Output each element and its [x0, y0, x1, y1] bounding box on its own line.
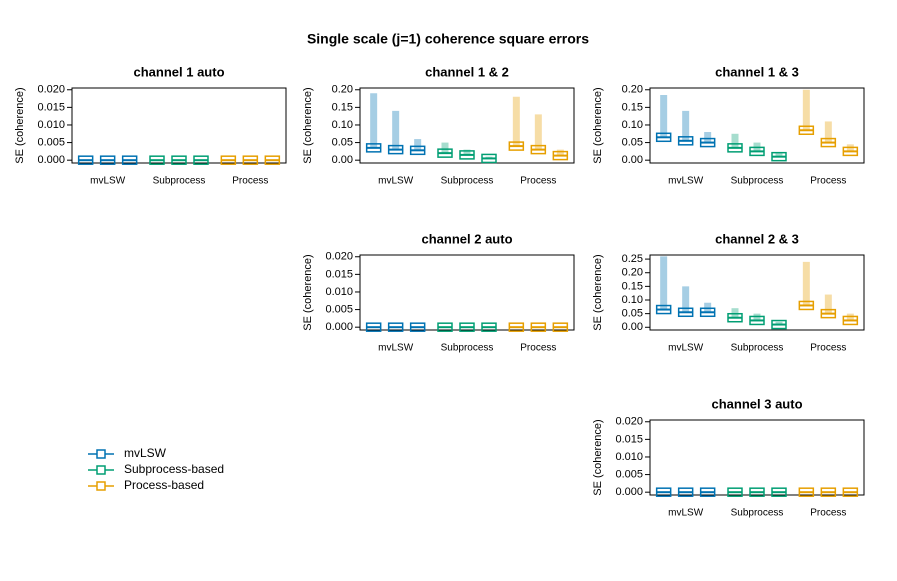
plot-frame	[649, 254, 865, 331]
y-tick-label: 0.00	[622, 154, 643, 166]
y-tick-label: 0.015	[615, 433, 643, 445]
y-tick-label: 0.010	[615, 451, 643, 463]
y-tick-label: 0.005	[37, 136, 65, 148]
y-axis-label: SE (coherence)	[302, 87, 314, 163]
y-tick-label: 0.000	[615, 486, 643, 498]
y-tick-label: 0.000	[37, 154, 65, 166]
x-tick-label: Subprocess	[441, 343, 494, 354]
y-axis-label: SE (coherence)	[592, 87, 604, 163]
plot-frame	[359, 254, 575, 331]
panel-title: channel 2 auto	[421, 231, 512, 246]
plot-frame	[71, 87, 287, 164]
y-tick-label: 0.010	[325, 286, 353, 298]
panel-title: channel 1 auto	[133, 64, 224, 79]
y-tick-label: 0.015	[325, 268, 353, 280]
panel-title: channel 1 & 3	[715, 64, 799, 79]
y-tick-label: 0.15	[622, 280, 643, 292]
x-tick-label: mvLSW	[668, 508, 704, 519]
x-tick-label: Subprocess	[153, 176, 206, 187]
panel-title: channel 1 & 2	[425, 64, 509, 79]
y-tick-label: 0.05	[332, 136, 353, 148]
y-tick-label: 0.005	[325, 303, 353, 315]
y-tick-label: 0.020	[615, 416, 643, 428]
x-tick-label: Process	[810, 176, 846, 187]
x-tick-label: Process	[520, 176, 556, 187]
legend-label: Subprocess-based	[124, 462, 224, 476]
legend-label: Process-based	[124, 478, 204, 492]
y-axis-label: SE (coherence)	[592, 419, 604, 495]
y-tick-label: 0.25	[622, 253, 643, 265]
y-tick-label: 0.00	[622, 321, 643, 333]
y-tick-label: 0.015	[37, 101, 65, 113]
x-tick-label: Subprocess	[731, 176, 784, 187]
y-tick-label: 0.005	[615, 468, 643, 480]
plot-frame	[649, 419, 865, 496]
x-tick-label: Subprocess	[731, 343, 784, 354]
plot-frame	[359, 87, 575, 164]
y-tick-label: 0.10	[622, 294, 643, 306]
y-tick-label: 0.15	[622, 101, 643, 113]
y-axis-label: SE (coherence)	[592, 254, 604, 330]
panel-title: channel 2 & 3	[715, 231, 799, 246]
x-tick-label: mvLSW	[378, 343, 414, 354]
y-tick-label: 0.05	[622, 308, 643, 320]
y-tick-label: 0.020	[37, 84, 65, 96]
y-tick-label: 0.010	[37, 119, 65, 131]
y-tick-label: 0.20	[622, 267, 643, 279]
legend-box	[96, 481, 106, 491]
y-tick-label: 0.020	[325, 251, 353, 263]
y-tick-label: 0.20	[622, 84, 643, 96]
x-tick-label: mvLSW	[668, 176, 704, 187]
panel-title: channel 3 auto	[711, 396, 802, 411]
y-tick-label: 0.10	[332, 119, 353, 131]
x-tick-label: Process	[810, 508, 846, 519]
x-tick-label: mvLSW	[90, 176, 126, 187]
x-tick-label: Process	[232, 176, 268, 187]
y-tick-label: 0.10	[622, 119, 643, 131]
x-tick-label: Subprocess	[731, 508, 784, 519]
x-tick-label: mvLSW	[378, 176, 414, 187]
y-axis-label: SE (coherence)	[14, 87, 26, 163]
x-tick-label: Process	[810, 343, 846, 354]
legend-label: mvLSW	[124, 446, 167, 460]
y-tick-label: 0.000	[325, 321, 353, 333]
plot-frame	[649, 87, 865, 164]
y-tick-label: 0.00	[332, 154, 353, 166]
figure-title: Single scale (j=1) coherence square erro…	[307, 31, 589, 47]
y-axis-label: SE (coherence)	[302, 254, 314, 330]
x-tick-label: mvLSW	[668, 343, 704, 354]
y-tick-label: 0.20	[332, 84, 353, 96]
y-tick-label: 0.15	[332, 101, 353, 113]
legend-box	[96, 449, 106, 459]
x-tick-label: Subprocess	[441, 176, 494, 187]
legend-box	[96, 465, 106, 475]
x-tick-label: Process	[520, 343, 556, 354]
y-tick-label: 0.05	[622, 136, 643, 148]
